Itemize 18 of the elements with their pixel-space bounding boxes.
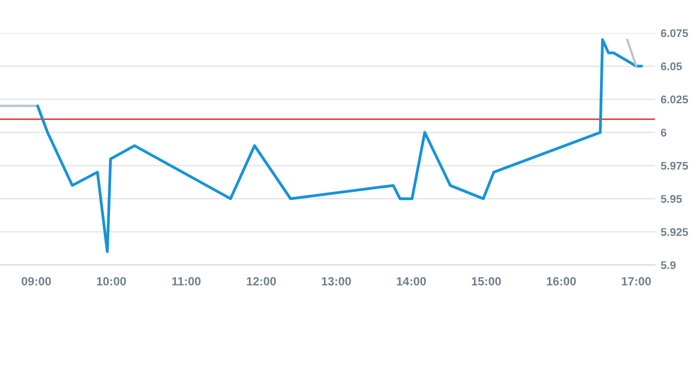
- y-tick-label: 6.025: [660, 96, 688, 104]
- y-tick-label: 6.075: [660, 29, 688, 38]
- y-tick-label: 5.9: [660, 261, 676, 270]
- x-tick-label: 13:00: [322, 277, 351, 286]
- x-tick-label: 15:00: [472, 277, 501, 286]
- x-tick-label: 16:00: [546, 277, 576, 286]
- y-tick-label: 6.05: [660, 62, 682, 70]
- line-series: [36, 38, 643, 254]
- y-tick-label: 5.975: [660, 162, 688, 170]
- y-tick-label: 5.95: [660, 194, 682, 203]
- y-tick-label: 5.925: [660, 228, 688, 236]
- x-tick-label: 12:00: [246, 277, 276, 286]
- x-tick-label: 14:00: [396, 277, 426, 286]
- x-tick-label: 17:00: [622, 277, 651, 286]
- y-tick-label: 6: [660, 128, 666, 137]
- x-tick-label: 11:00: [172, 277, 201, 286]
- x-tick-label: 09:00: [22, 277, 51, 286]
- x-tick-label: 10:00: [96, 277, 126, 286]
